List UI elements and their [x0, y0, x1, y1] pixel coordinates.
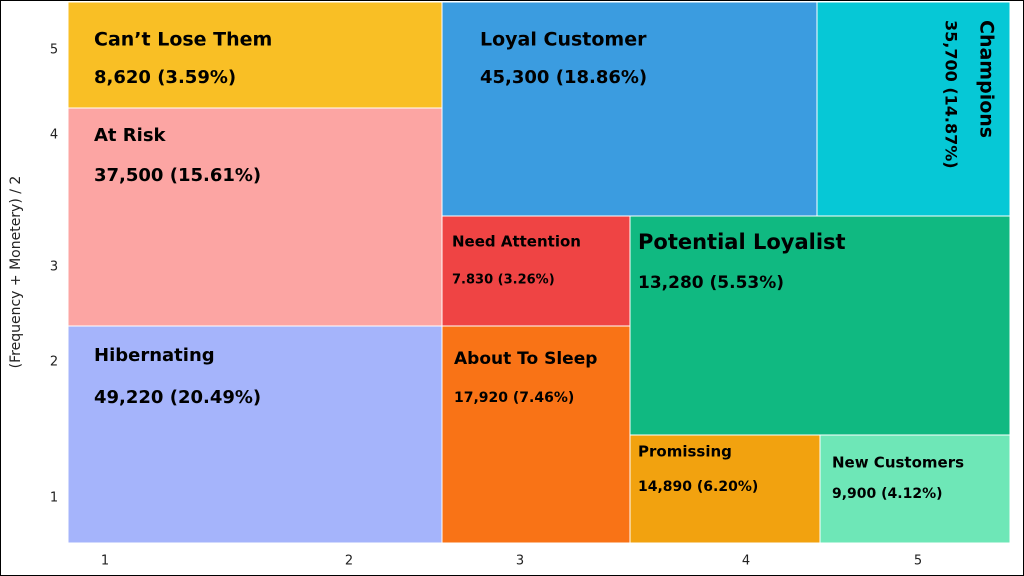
segment-value: 9,900 (4.12%) — [832, 486, 943, 502]
segment — [441, 1, 818, 217]
segment-value: 14,890 (6.20%) — [638, 479, 758, 495]
segment — [441, 325, 631, 544]
segment — [629, 215, 1011, 436]
y-tick-label: 1 — [50, 491, 58, 506]
segment-value: 8,620 (3.59%) — [94, 67, 236, 88]
segment-name: Loyal Customer — [480, 29, 647, 51]
segment-name: Champions — [976, 20, 998, 138]
y-axis-label: (Frequency + Monetery) / 2 — [8, 176, 24, 369]
x-tick-label: 2 — [345, 554, 353, 569]
segment-name: Need Attention — [452, 233, 581, 251]
segment-name: At Risk — [94, 125, 167, 146]
y-tick-label: 5 — [50, 43, 58, 58]
segment — [67, 1, 443, 109]
segment — [67, 107, 443, 327]
segment-name: About To Sleep — [454, 349, 597, 369]
segment-name: Hibernating — [94, 345, 215, 366]
x-tick-label: 1 — [101, 554, 109, 569]
segment — [816, 1, 1011, 217]
y-tick-label: 4 — [50, 128, 58, 143]
y-tick-label: 3 — [50, 260, 58, 275]
y-tick-label: 2 — [50, 355, 58, 370]
x-tick-label: 5 — [914, 554, 922, 569]
segment-value: 13,280 (5.53%) — [638, 273, 784, 293]
segment-value: 7.830 (3.26%) — [452, 273, 555, 288]
segment — [67, 325, 443, 544]
segment-name: Promissing — [638, 443, 732, 461]
segment-value: 37,500 (15.61%) — [94, 165, 261, 186]
x-tick-label: 3 — [516, 554, 524, 569]
segment — [629, 434, 821, 544]
x-tick-label: 4 — [742, 554, 750, 569]
segment — [819, 434, 1011, 544]
segment-value: 49,220 (20.49%) — [94, 387, 261, 408]
segment-value: 17,920 (7.46%) — [454, 390, 574, 406]
segment-name: Potential Loyalist — [638, 230, 846, 254]
segment-value: 45,300 (18.86%) — [480, 67, 647, 88]
segment — [441, 215, 631, 327]
segment-name: New Customers — [832, 454, 964, 472]
segment-name: Can’t Lose Them — [94, 29, 272, 51]
segment-value: 35,700 (14.87%) — [942, 20, 961, 169]
